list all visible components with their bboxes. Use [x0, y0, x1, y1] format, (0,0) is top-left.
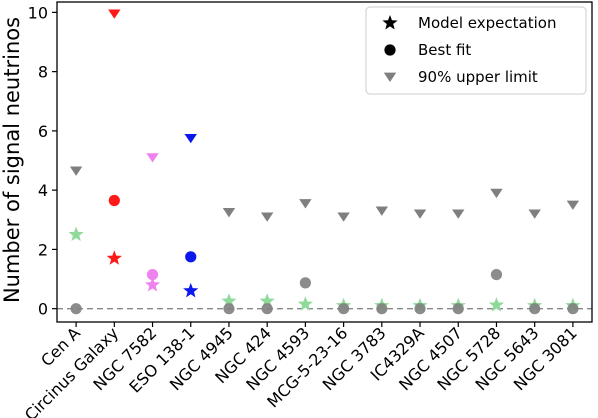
point-best-fit-eso-138-1: [185, 251, 197, 263]
y-tick-label: 10: [28, 3, 48, 22]
point-90-upper-limit-ngc-7582: [146, 153, 159, 163]
y-tick-label: 2: [38, 240, 48, 259]
legend-label-90-upper-limit: 90% upper limit: [418, 68, 538, 86]
point-model-expectation-ngc-5728: [488, 297, 505, 312]
legend-marker-best-fit: [384, 44, 396, 56]
point-90-upper-limit-ngc-424: [260, 212, 274, 222]
point-model-expectation-circinus-galaxy: [106, 250, 122, 265]
point-90-upper-limit-ngc-5728: [490, 188, 503, 199]
y-tick-label: 4: [38, 181, 48, 200]
legend-box: [365, 6, 587, 95]
point-model-expectation-cen-a: [68, 226, 84, 242]
legend-label-model-expectation: Model expectation: [418, 14, 556, 32]
point-90-upper-limit-mcg-5-23-16: [337, 212, 350, 222]
point-model-expectation-eso-138-1: [183, 282, 199, 298]
point-90-upper-limit-ngc-4945: [222, 208, 236, 218]
point-best-fit-ngc-5728: [490, 268, 503, 281]
point-model-expectation-ngc-4593: [297, 296, 313, 311]
point-90-upper-limit-cen-a: [69, 166, 83, 176]
point-best-fit-ngc-424: [261, 303, 273, 315]
point-best-fit-ngc-5643: [529, 303, 541, 315]
point-90-upper-limit-ngc-3783: [375, 206, 389, 216]
plot-frame: [56, 1, 593, 323]
point-best-fit-ngc-4945: [223, 303, 235, 315]
point-best-fit-circinus-galaxy: [108, 194, 120, 207]
point-90-upper-limit-ngc-4507: [452, 209, 465, 219]
legend-layer: Model expectation Best fit 90% upper limit: [365, 6, 587, 95]
marks-layer: [68, 9, 581, 315]
point-best-fit-ngc-4507: [452, 303, 464, 315]
point-90-upper-limit-circinus-galaxy: [108, 9, 121, 19]
point-90-upper-limit-eso-138-1: [184, 133, 197, 144]
point-90-upper-limit-ngc-4593: [299, 199, 312, 209]
legend-label-best-fit: Best fit: [418, 41, 471, 59]
point-model-expectation-ngc-424: [259, 293, 275, 308]
legend-marker-model-expectation: [382, 15, 398, 30]
point-best-fit-ngc-3783: [376, 303, 388, 315]
point-best-fit-ngc-3081: [567, 303, 579, 315]
point-best-fit-mcg-5-23-16: [338, 303, 350, 315]
point-90-upper-limit-ngc-5643: [528, 209, 541, 219]
legend-marker-90-upper-limit: [383, 72, 397, 82]
point-best-fit-ngc-4593: [299, 277, 311, 289]
y-tick-label: 8: [38, 63, 48, 82]
point-90-upper-limit-ngc-3081: [566, 200, 580, 210]
point-best-fit-ic4329a: [414, 303, 426, 315]
y-tick-label: 0: [38, 300, 48, 319]
point-model-expectation-ngc-4945: [221, 293, 237, 308]
point-90-upper-limit-ic4329a: [413, 209, 427, 219]
point-model-expectation-ngc-7582: [144, 276, 161, 292]
point-best-fit-ngc-7582: [146, 268, 159, 281]
y-axis-label: Number of signal neutrinos: [0, 17, 24, 303]
point-best-fit-cen-a: [70, 303, 82, 315]
y-tick-label: 6: [38, 122, 48, 141]
